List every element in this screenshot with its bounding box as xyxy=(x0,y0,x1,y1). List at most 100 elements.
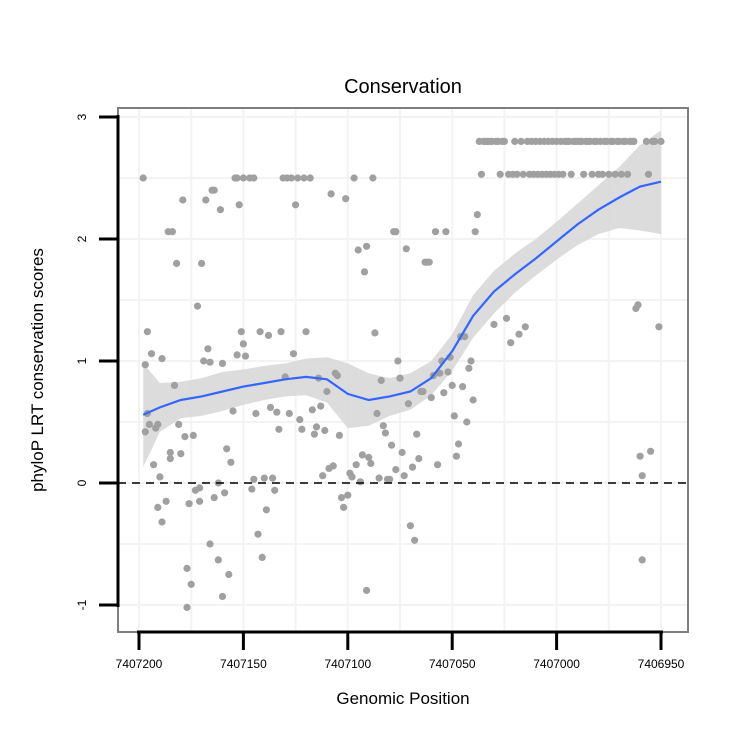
data-point xyxy=(342,195,350,203)
x-tick-label: 7407150 xyxy=(220,657,267,671)
data-point xyxy=(647,447,655,455)
confidence-ribbon xyxy=(143,130,661,468)
y-tick-label: 1 xyxy=(75,357,89,364)
data-point xyxy=(427,394,435,402)
data-point xyxy=(559,170,567,178)
data-point xyxy=(183,603,191,612)
data-point xyxy=(415,455,423,463)
data-point xyxy=(185,500,193,508)
data-point xyxy=(400,472,408,480)
data-point xyxy=(398,448,406,457)
y-tick-label: 2 xyxy=(75,235,89,242)
data-point xyxy=(166,448,174,457)
data-point xyxy=(404,400,412,408)
data-point xyxy=(229,407,237,415)
data-point xyxy=(511,137,519,145)
data-point xyxy=(379,422,387,430)
data-point xyxy=(477,170,485,178)
data-point xyxy=(300,174,308,182)
data-point xyxy=(617,170,625,178)
data-point xyxy=(285,409,293,418)
data-point xyxy=(340,503,348,511)
data-point xyxy=(365,453,373,461)
data-point xyxy=(333,372,341,380)
data-point xyxy=(239,174,247,182)
data-point xyxy=(266,403,275,411)
data-point xyxy=(329,462,337,470)
data-point xyxy=(141,361,149,369)
chart-title: Conservation xyxy=(344,76,462,98)
data-point xyxy=(402,245,410,253)
data-point xyxy=(444,368,452,376)
data-point xyxy=(227,458,235,466)
data-point xyxy=(588,170,596,178)
data-point xyxy=(337,494,346,502)
data-point xyxy=(513,170,521,178)
data-point xyxy=(452,452,460,460)
data-point xyxy=(198,259,206,267)
data-point xyxy=(225,570,233,579)
data-point xyxy=(490,320,498,328)
data-point xyxy=(381,429,389,437)
data-point xyxy=(298,425,306,433)
data-point xyxy=(521,323,529,331)
data-point xyxy=(254,530,262,538)
data-point xyxy=(406,522,414,530)
data-point xyxy=(317,402,325,410)
data-point xyxy=(611,170,619,178)
data-point xyxy=(507,339,515,347)
data-point xyxy=(517,137,525,145)
data-point xyxy=(469,396,477,404)
data-point xyxy=(147,350,156,358)
data-point xyxy=(408,463,417,471)
data-point xyxy=(467,357,475,365)
data-point xyxy=(567,170,575,178)
data-point xyxy=(189,431,197,439)
y-axis: -1 0 1 2 3 xyxy=(75,113,120,610)
data-point xyxy=(187,580,195,588)
data-point xyxy=(264,331,273,339)
data-point xyxy=(196,484,204,492)
data-point xyxy=(271,486,279,494)
confidence-ribbon-layer xyxy=(143,130,661,468)
data-point xyxy=(436,369,444,377)
data-point xyxy=(156,473,164,481)
gridlines xyxy=(118,108,688,632)
data-point xyxy=(638,472,646,480)
data-point xyxy=(515,330,523,338)
data-point xyxy=(598,170,607,178)
data-point xyxy=(434,461,442,469)
data-point xyxy=(218,359,227,367)
data-point xyxy=(363,586,371,595)
data-point xyxy=(214,556,222,564)
data-point xyxy=(496,170,504,178)
x-tick-label: 7407200 xyxy=(116,657,163,671)
data-point xyxy=(223,445,231,453)
smooth-line xyxy=(142,180,662,416)
data-point xyxy=(312,423,321,431)
data-point xyxy=(218,592,227,601)
data-point xyxy=(210,494,218,502)
data-point xyxy=(413,430,421,438)
data-point xyxy=(237,328,245,336)
data-point xyxy=(392,466,400,474)
data-point xyxy=(348,473,356,481)
data-point xyxy=(425,258,433,266)
data-point xyxy=(502,314,511,322)
data-point xyxy=(411,536,419,544)
data-point xyxy=(394,357,402,365)
data-point xyxy=(473,211,481,219)
data-point xyxy=(141,428,149,436)
data-point xyxy=(292,201,300,209)
data-point xyxy=(321,426,329,435)
data-point xyxy=(367,459,375,468)
data-point xyxy=(360,268,369,276)
data-point xyxy=(352,461,360,469)
data-point xyxy=(258,553,266,562)
data-point xyxy=(193,302,202,310)
data-point xyxy=(250,475,258,483)
data-point xyxy=(358,451,366,459)
data-point xyxy=(289,350,298,358)
data-point xyxy=(154,503,162,511)
